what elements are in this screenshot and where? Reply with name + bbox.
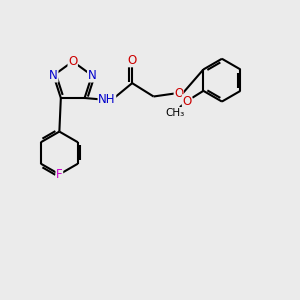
Text: O: O: [182, 95, 192, 108]
Text: N: N: [49, 69, 58, 82]
Text: O: O: [128, 54, 137, 67]
Text: N: N: [88, 69, 96, 82]
Text: O: O: [68, 55, 77, 68]
Text: NH: NH: [98, 93, 116, 106]
Text: O: O: [174, 87, 183, 100]
Text: F: F: [56, 168, 63, 181]
Text: CH₃: CH₃: [165, 108, 184, 118]
